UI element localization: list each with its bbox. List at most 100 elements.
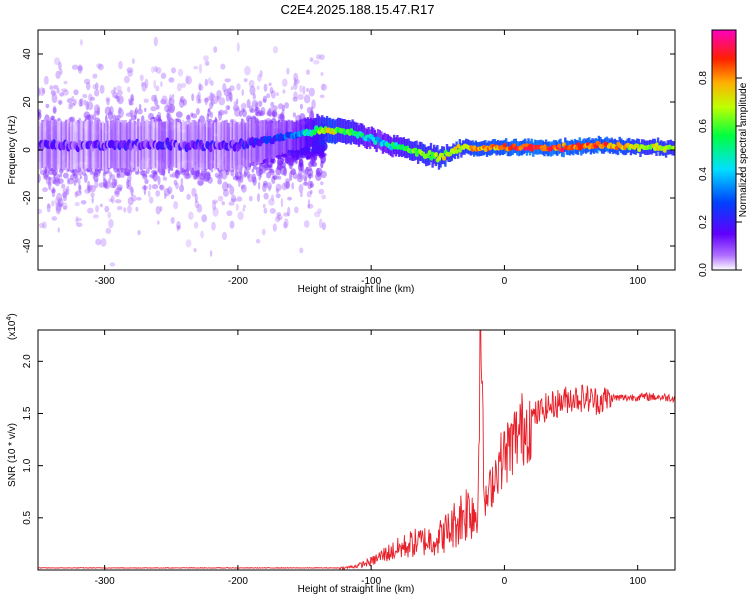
spectrogram-cell (144, 78, 149, 89)
spectrogram-cell (259, 70, 263, 78)
spectrogram-cell (262, 203, 266, 209)
y-tick-label: 1.5 (22, 406, 33, 420)
spectrogram-cell (320, 181, 324, 186)
spectrogram-cell (260, 106, 266, 116)
spectrogram-cell (130, 188, 134, 197)
spectrogram-cell (104, 106, 112, 116)
spectrogram-cell (164, 193, 167, 199)
spectrogram-cell (139, 74, 144, 82)
spectrogram-cell (87, 180, 91, 189)
spectrogram-cell (143, 184, 147, 190)
spectrogram-cell (232, 104, 240, 112)
spectrogram-cell (228, 91, 232, 101)
spectrogram-cell (108, 177, 111, 184)
spectrogram-cell (68, 105, 73, 110)
spectrogram-cell (308, 87, 315, 97)
y-tick-label: 40 (22, 48, 33, 60)
spectrogram-cell (52, 105, 57, 113)
spectrogram-cell (233, 101, 238, 106)
spectrogram-cell (127, 86, 131, 93)
spectrogram-cell (270, 101, 275, 108)
ridge-cell (614, 145, 620, 151)
spectrogram-cell (79, 98, 84, 107)
spectrogram-cell (179, 184, 185, 193)
spectrogram-cell (58, 61, 62, 71)
snr-panel: -300 -200 -100 0 100 0.5 1.0 1.5 2.0 Height of … (6, 313, 676, 595)
spectrogram-cell (269, 86, 274, 95)
spectrogram-cell (249, 85, 256, 96)
spectrogram-cell (85, 100, 89, 111)
spectrogram-cell (104, 205, 110, 213)
spectrogram-cell (216, 95, 220, 101)
spectrogram-cell (268, 107, 274, 117)
spectrogram-cell (210, 93, 216, 98)
spectrogram-cell (95, 82, 99, 91)
spectrogram-cell (141, 185, 148, 190)
spectrogram-cell (175, 111, 183, 118)
spectrogram-cell (237, 211, 244, 220)
snr-y-axis: 0.5 1.0 1.5 2.0 (22, 354, 675, 525)
spectrogram-cell (206, 96, 214, 101)
spectrogram-cell (160, 99, 167, 105)
spectrogram-cell (63, 80, 68, 85)
spectrogram-cell (292, 112, 297, 118)
spectrogram-cell (57, 99, 63, 105)
spectrogram-cell (191, 113, 198, 119)
spectrogram-cell (230, 169, 235, 177)
spectrogram-cell (236, 83, 241, 91)
spectrogram-cell (262, 180, 268, 186)
spectrogram-cell (161, 95, 168, 105)
spectrogram-cell (261, 228, 266, 236)
spectrogram-cell (221, 201, 225, 206)
spectrogram-cell (316, 170, 322, 178)
ridge-cell (635, 143, 640, 149)
spectrogram-cell (204, 97, 208, 106)
spectrogram-cell (268, 82, 272, 87)
spectrogram-cell (75, 215, 79, 225)
x-tick-label: -200 (228, 276, 248, 287)
spectrogram-cell (305, 166, 309, 175)
spectrogram-cell (83, 173, 88, 183)
spectrogram-cell (211, 221, 216, 231)
spectrogram-cell (192, 170, 198, 181)
spectrogram-cell (171, 94, 175, 99)
x-tick-label: -300 (95, 576, 115, 587)
spectrogram-cell (291, 157, 297, 163)
spectrogram-cell (180, 95, 185, 104)
spectrogram-cell (272, 109, 278, 118)
spectrogram-cell (318, 152, 324, 157)
spectrogram-cell (247, 174, 254, 183)
spectrogram-cell (240, 108, 246, 113)
spectrogram-cell (77, 65, 84, 72)
spectrogram-cell (172, 172, 176, 178)
spectrogram-cell (127, 174, 132, 182)
spectrogram-cell (252, 93, 256, 100)
spectrogram-cell (309, 190, 313, 194)
spectrogram-cell (57, 227, 60, 233)
ridge-cell (502, 143, 508, 148)
spectrogram-cell (103, 180, 109, 189)
spectrogram-cell (238, 110, 243, 117)
spectrogram-cell (283, 212, 289, 217)
spectrogram-cell (295, 150, 302, 160)
spectrogram-cell (276, 214, 283, 221)
spectrogram-cell (50, 90, 57, 95)
spectrogram-cell (177, 68, 184, 77)
spectrogram-cell (117, 108, 124, 118)
spectrogram-cell (185, 75, 189, 85)
spectrogram-cell (148, 112, 154, 121)
spectrogram-cell (76, 222, 83, 228)
spectrogram-cell (155, 67, 162, 74)
spectrogram-cell (252, 176, 257, 186)
spectrogram-cell (140, 81, 145, 87)
spectrogram-cell (282, 78, 288, 87)
spectrogram-cell (190, 112, 194, 117)
spectrogram-cell (43, 75, 49, 85)
spectrogram-cell (57, 197, 64, 208)
spectrogram-cell (105, 96, 111, 102)
spectrogram-cell (243, 78, 248, 83)
colorbar-tick-label: 0.4 (698, 167, 709, 181)
spectrogram-cell (170, 216, 175, 224)
spectrogram-cell (259, 110, 264, 117)
spectrogram-cell (104, 183, 109, 189)
